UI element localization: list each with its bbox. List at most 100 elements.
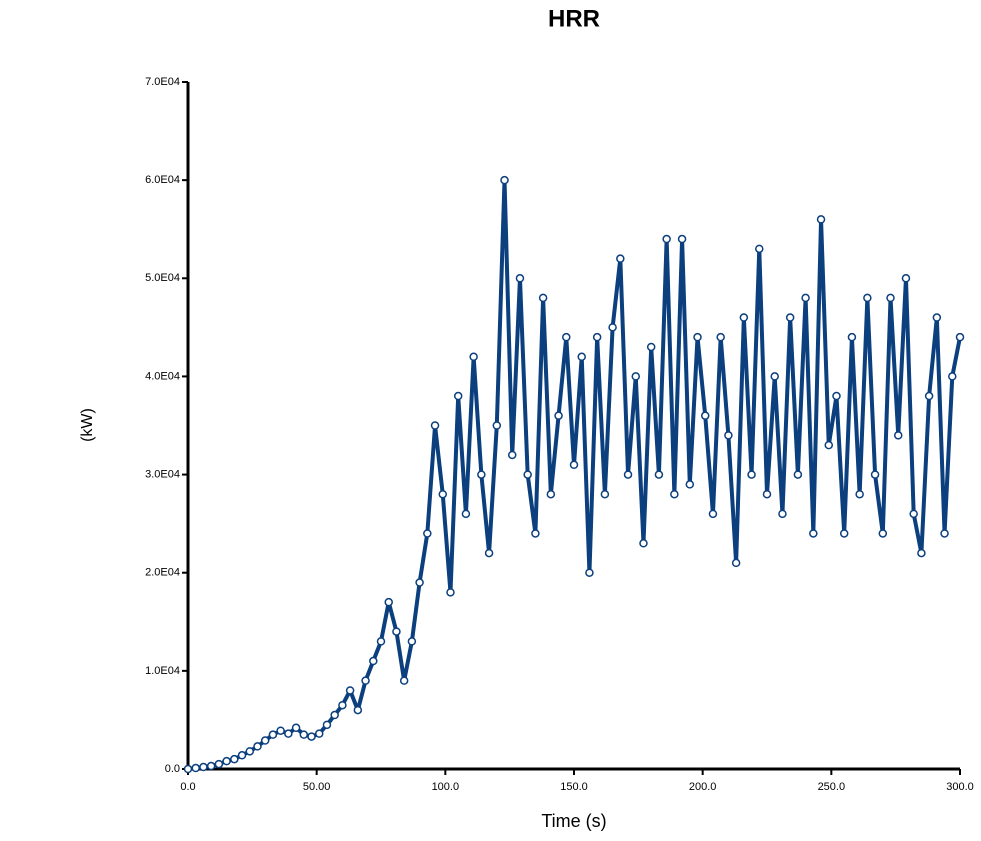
data-point bbox=[654, 470, 664, 479]
data-point bbox=[863, 293, 872, 303]
data-point bbox=[940, 529, 949, 538]
data-point bbox=[855, 489, 864, 499]
data-point bbox=[407, 637, 417, 646]
y-tick-label: 4.0E04 bbox=[145, 370, 180, 382]
data-point bbox=[677, 234, 687, 244]
data-point bbox=[639, 539, 648, 548]
data-point bbox=[191, 763, 200, 773]
data-point bbox=[955, 332, 965, 342]
y-tick-label: 5.0E04 bbox=[145, 272, 180, 284]
data-point bbox=[438, 489, 448, 499]
data-point bbox=[948, 372, 957, 381]
x-tick-label: 300.0 bbox=[946, 781, 974, 793]
data-point bbox=[631, 372, 641, 381]
data-point bbox=[500, 175, 509, 185]
data-point bbox=[291, 723, 301, 733]
data-point bbox=[477, 470, 486, 479]
y-tick-label: 0.0 bbox=[165, 763, 180, 775]
data-point bbox=[531, 529, 540, 538]
data-point bbox=[685, 480, 695, 489]
data-point bbox=[886, 293, 895, 303]
data-point bbox=[284, 729, 293, 738]
data-point bbox=[338, 700, 347, 710]
data-point bbox=[693, 332, 702, 342]
data-point bbox=[569, 460, 579, 470]
data-point bbox=[469, 352, 478, 362]
data-point bbox=[214, 759, 224, 769]
data-point bbox=[268, 730, 278, 739]
data-line bbox=[187, 178, 962, 771]
data-point bbox=[870, 470, 880, 479]
data-point bbox=[276, 726, 285, 735]
x-tick-label: 200.0 bbox=[689, 781, 717, 793]
data-point bbox=[762, 489, 772, 499]
data-point bbox=[392, 627, 401, 636]
data-point bbox=[361, 676, 370, 685]
data-point bbox=[369, 656, 378, 666]
data-point bbox=[492, 421, 502, 430]
data-point bbox=[415, 578, 424, 587]
data-point bbox=[345, 686, 355, 695]
x-tick-label: 100.0 bbox=[432, 781, 460, 793]
data-point bbox=[646, 342, 656, 352]
data-point bbox=[878, 529, 888, 538]
data-point bbox=[515, 274, 525, 283]
data-point bbox=[507, 450, 517, 460]
data-point bbox=[384, 597, 393, 607]
data-point bbox=[206, 761, 216, 771]
x-tick-label: 0.0 bbox=[180, 781, 195, 793]
data-point bbox=[585, 568, 594, 577]
x-tick-label: 50.00 bbox=[303, 781, 331, 793]
data-point bbox=[616, 254, 625, 263]
data-point bbox=[253, 742, 262, 751]
data-point bbox=[700, 411, 710, 420]
x-axis-label: Time (s) bbox=[541, 811, 606, 831]
data-point bbox=[330, 710, 339, 720]
data-point bbox=[600, 489, 610, 499]
data-point bbox=[770, 372, 779, 381]
y-tick-label: 7.0E04 bbox=[145, 76, 180, 88]
data-point bbox=[809, 529, 818, 538]
y-axis-label: (kW) bbox=[79, 408, 96, 442]
data-point bbox=[909, 509, 918, 519]
data-point bbox=[832, 391, 841, 401]
data-point bbox=[222, 756, 231, 766]
data-point bbox=[747, 470, 756, 479]
data-point bbox=[816, 215, 826, 224]
data-point bbox=[299, 730, 309, 739]
data-point bbox=[924, 391, 934, 401]
data-point bbox=[716, 332, 725, 342]
data-point bbox=[724, 431, 733, 440]
data-point bbox=[523, 470, 532, 479]
data-point bbox=[785, 313, 795, 322]
data-point bbox=[662, 234, 671, 244]
y-tick-label: 2.0E04 bbox=[145, 567, 180, 579]
data-point bbox=[562, 332, 571, 342]
data-point bbox=[708, 509, 718, 519]
data-point bbox=[801, 293, 810, 303]
data-point bbox=[307, 732, 316, 741]
data-point bbox=[577, 352, 586, 362]
data-point bbox=[608, 323, 617, 332]
data-point bbox=[183, 764, 193, 774]
y-tick-label: 6.0E04 bbox=[145, 174, 180, 186]
data-point bbox=[917, 548, 926, 558]
data-point bbox=[237, 751, 247, 760]
data-point bbox=[546, 489, 556, 499]
data-point bbox=[314, 729, 324, 738]
data-point bbox=[453, 391, 463, 401]
x-tick-label: 250.0 bbox=[818, 781, 846, 793]
data-point bbox=[793, 470, 803, 479]
data-point bbox=[554, 411, 563, 420]
data-point bbox=[932, 313, 942, 322]
data-point bbox=[824, 440, 834, 450]
data-point bbox=[260, 736, 270, 745]
data-point bbox=[245, 747, 255, 756]
data-point bbox=[538, 293, 548, 303]
x-tick-label: 150.0 bbox=[560, 781, 588, 793]
data-point bbox=[484, 548, 494, 558]
data-point bbox=[731, 558, 741, 568]
data-point bbox=[461, 509, 471, 519]
